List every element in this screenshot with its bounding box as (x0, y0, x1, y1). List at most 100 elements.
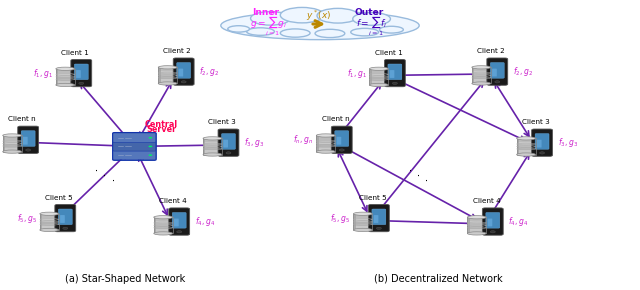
Bar (3, 144, 22, 148)
Bar (353, 214, 372, 218)
FancyBboxPatch shape (337, 137, 341, 145)
Ellipse shape (154, 216, 173, 219)
Circle shape (26, 149, 31, 151)
Bar (472, 71, 491, 75)
Circle shape (540, 152, 545, 154)
Bar (158, 67, 177, 71)
Ellipse shape (472, 66, 491, 69)
FancyBboxPatch shape (223, 140, 228, 148)
Bar (56, 69, 75, 85)
Bar (3, 139, 22, 144)
Bar (467, 217, 486, 221)
Bar (40, 214, 59, 230)
Bar (154, 225, 173, 229)
Text: $\cdot$: $\cdot$ (424, 174, 428, 184)
Text: $\cdot$: $\cdot$ (111, 174, 115, 184)
Bar (369, 69, 388, 85)
Bar (40, 214, 59, 230)
Bar (516, 138, 536, 155)
FancyBboxPatch shape (113, 142, 156, 151)
Text: $f_4, g_4$: $f_4, g_4$ (508, 215, 529, 228)
FancyBboxPatch shape (535, 134, 549, 149)
Bar (516, 142, 536, 146)
Text: $\cdot$: $\cdot$ (102, 169, 106, 180)
Bar (316, 148, 335, 152)
Bar (154, 229, 173, 233)
Ellipse shape (380, 26, 403, 33)
Bar (353, 214, 372, 230)
Bar (316, 135, 335, 152)
FancyBboxPatch shape (490, 63, 504, 78)
Text: Client 3: Client 3 (522, 119, 550, 125)
Bar (369, 69, 388, 73)
Bar (353, 214, 356, 230)
Bar (369, 69, 388, 85)
Ellipse shape (221, 11, 419, 40)
Text: $f_4, g_4$: $f_4, g_4$ (195, 215, 215, 228)
FancyBboxPatch shape (113, 133, 156, 142)
Bar (56, 73, 75, 77)
Bar (154, 217, 173, 233)
Circle shape (339, 149, 344, 151)
FancyBboxPatch shape (55, 204, 76, 232)
Text: Client 1: Client 1 (374, 50, 403, 56)
Ellipse shape (246, 28, 275, 35)
FancyBboxPatch shape (113, 150, 156, 160)
Text: $y^*(x)$: $y^*(x)$ (307, 9, 332, 23)
FancyBboxPatch shape (532, 129, 552, 156)
Text: Client 3: Client 3 (208, 119, 236, 125)
Bar (369, 69, 372, 85)
Ellipse shape (280, 8, 324, 23)
Bar (472, 67, 491, 84)
Bar (3, 135, 22, 152)
Bar (353, 214, 372, 230)
FancyBboxPatch shape (218, 129, 239, 156)
Bar (56, 69, 75, 73)
FancyBboxPatch shape (374, 215, 378, 223)
Text: $\cdot$: $\cdot$ (416, 169, 420, 180)
FancyBboxPatch shape (21, 131, 35, 146)
FancyBboxPatch shape (390, 70, 394, 78)
Ellipse shape (472, 82, 491, 85)
Ellipse shape (316, 134, 335, 137)
FancyBboxPatch shape (172, 213, 186, 228)
Ellipse shape (317, 8, 358, 23)
Ellipse shape (315, 29, 345, 38)
Bar (467, 217, 470, 233)
FancyBboxPatch shape (221, 134, 236, 149)
Bar (369, 77, 388, 81)
Text: $f_2, g_2$: $f_2, g_2$ (513, 65, 533, 78)
FancyBboxPatch shape (169, 208, 189, 235)
Ellipse shape (158, 82, 177, 85)
Bar (56, 81, 75, 85)
Ellipse shape (228, 26, 250, 32)
Bar (316, 135, 335, 152)
Bar (40, 214, 42, 230)
Text: (a) Star-Shaped Network: (a) Star-Shaped Network (65, 274, 185, 284)
Text: $f_3, g_3$: $f_3, g_3$ (557, 136, 578, 149)
FancyBboxPatch shape (537, 140, 541, 148)
Text: Client 4: Client 4 (159, 198, 187, 204)
Bar (40, 226, 59, 230)
Bar (467, 217, 486, 233)
Bar (516, 138, 536, 155)
Bar (203, 138, 222, 155)
FancyBboxPatch shape (335, 131, 349, 146)
Circle shape (490, 231, 495, 233)
Bar (467, 217, 486, 233)
Ellipse shape (158, 66, 177, 69)
Circle shape (376, 227, 381, 229)
Ellipse shape (353, 212, 372, 215)
Ellipse shape (353, 228, 372, 231)
Text: Client 5: Client 5 (45, 195, 73, 201)
Text: Central: Central (145, 120, 178, 129)
Text: Client 1: Client 1 (61, 50, 89, 56)
Ellipse shape (203, 153, 222, 156)
Bar (472, 67, 491, 71)
Ellipse shape (353, 12, 390, 25)
Bar (158, 67, 177, 84)
Text: Client n: Client n (321, 116, 349, 122)
FancyBboxPatch shape (174, 219, 179, 226)
FancyBboxPatch shape (372, 209, 386, 225)
FancyBboxPatch shape (369, 204, 389, 232)
